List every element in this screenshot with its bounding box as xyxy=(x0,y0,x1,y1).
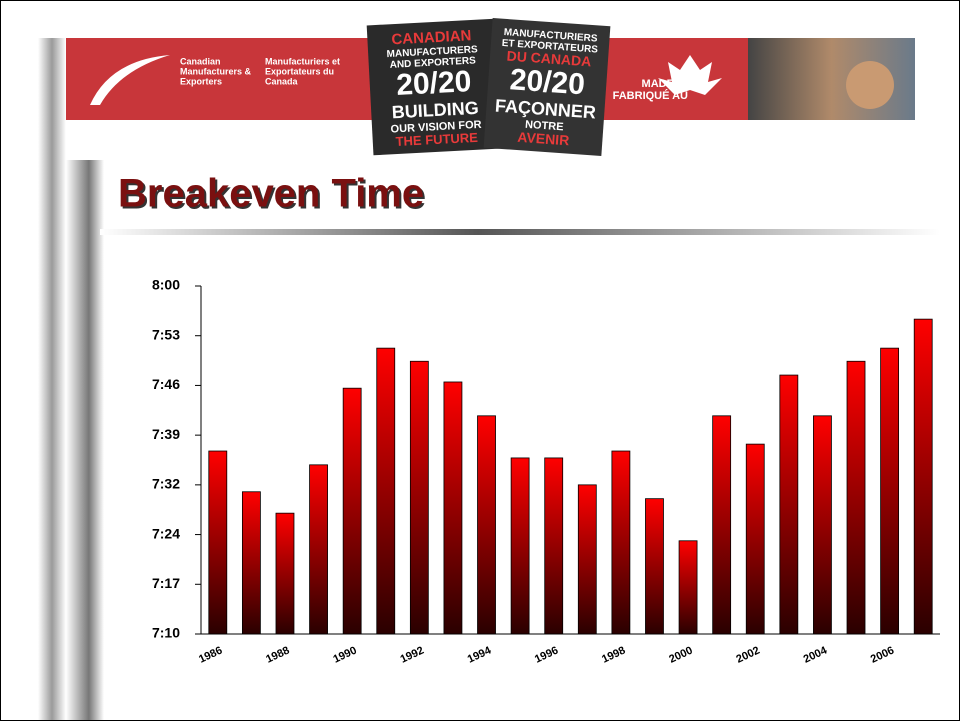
bar xyxy=(779,374,799,635)
bar xyxy=(577,484,597,635)
x-tick-label: 1998 xyxy=(600,644,627,665)
bar xyxy=(813,415,832,635)
logo-text: Exportateurs du xyxy=(265,66,334,76)
x-tick-label: 2004 xyxy=(802,644,830,666)
bar xyxy=(309,464,328,635)
bar xyxy=(443,381,463,635)
y-tick-label: 7:39 xyxy=(152,426,180,442)
logo-text: Manufacturers & xyxy=(180,66,252,76)
title-shadow: Breakeven Time xyxy=(120,174,426,218)
bar xyxy=(241,491,261,635)
bar xyxy=(611,450,631,635)
bar xyxy=(376,347,396,635)
slide-title: Breakeven Time xyxy=(118,172,424,216)
badge xyxy=(366,18,502,156)
maple-leaf xyxy=(658,55,722,95)
x-tick-label: 1992 xyxy=(399,644,426,665)
bar xyxy=(678,540,698,635)
x-tick-label: 1990 xyxy=(331,644,358,665)
bar xyxy=(544,457,564,635)
x-tick-label: 2006 xyxy=(869,644,896,665)
side-stripe xyxy=(66,160,104,720)
y-tick-label: 7:46 xyxy=(152,376,180,392)
badge-text: 20/20 xyxy=(509,63,586,101)
badge-text: 20/20 xyxy=(395,65,472,102)
x-tick-label: 1986 xyxy=(197,644,224,665)
badge-text: OUR VISION FOR xyxy=(390,119,482,136)
y-tick-label: 7:10 xyxy=(152,625,180,641)
badge-text: THE FUTURE xyxy=(395,130,478,149)
badge-text: NOTRE xyxy=(525,119,564,134)
bar xyxy=(208,450,228,635)
badge-text: AND EXPORTERS xyxy=(389,55,476,71)
bar xyxy=(745,443,765,635)
bar xyxy=(510,457,530,635)
badge-text: AVENIR xyxy=(517,129,570,149)
x-tick-label: 2000 xyxy=(667,644,694,665)
title-rule xyxy=(100,229,940,235)
badge-text: CANADIAN xyxy=(391,27,472,48)
bar xyxy=(409,360,429,635)
made-in-text: MADE IN xyxy=(642,78,689,90)
logo-text: Canada xyxy=(265,76,299,86)
logo-swoosh xyxy=(90,55,170,105)
badge-text: BUILDING xyxy=(391,98,479,123)
badge-text: DU CANADA xyxy=(506,48,592,70)
y-tick-label: 7:24 xyxy=(152,525,180,541)
bar xyxy=(913,318,933,635)
badge-text: MANUFACTURERS xyxy=(386,44,478,60)
logo-text: Canadian xyxy=(180,56,221,66)
bar xyxy=(846,360,866,635)
side-stripe xyxy=(38,38,66,720)
y-tick-label: 8:00 xyxy=(152,277,180,293)
made-in-text: FABRIQUÉ AU xyxy=(613,89,688,102)
x-tick-label: 1988 xyxy=(264,644,291,665)
x-tick-label: 1994 xyxy=(466,644,494,666)
logo-text: Manufacturiers et xyxy=(265,56,340,66)
bar xyxy=(880,347,900,635)
bar xyxy=(645,498,664,635)
y-tick-label: 7:17 xyxy=(152,575,180,591)
bar xyxy=(477,415,496,635)
bar xyxy=(342,387,362,635)
bar xyxy=(712,415,732,635)
photo-face xyxy=(846,61,894,109)
logo-text: Exporters xyxy=(180,76,222,86)
x-tick-label: 1996 xyxy=(533,644,560,665)
bar xyxy=(275,512,295,635)
y-tick-label: 7:53 xyxy=(152,326,180,342)
y-tick-label: 7:32 xyxy=(152,476,180,492)
badge xyxy=(483,18,611,156)
x-tick-label: 2002 xyxy=(734,644,761,665)
